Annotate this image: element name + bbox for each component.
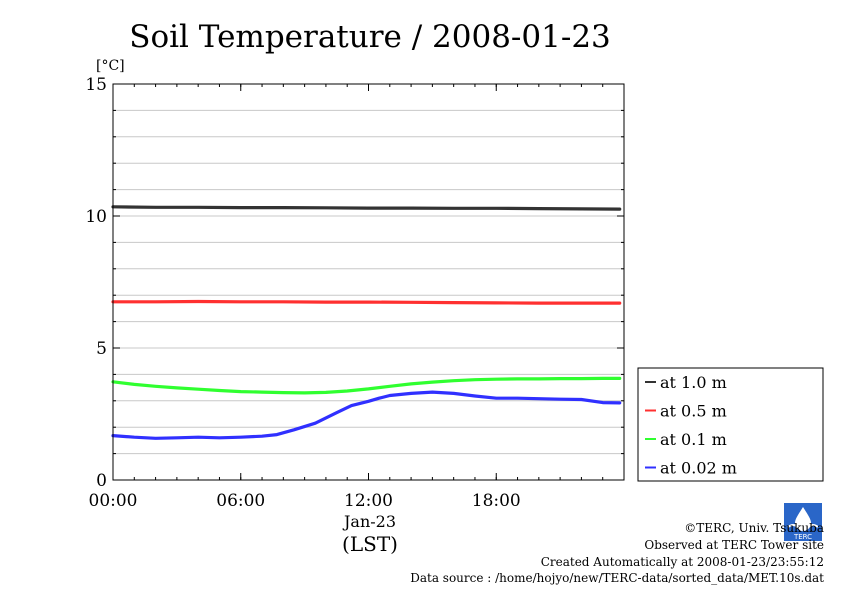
- series-line-3: [111, 376, 622, 395]
- legend-items: at 1.0 m at 0.5 m at 0.1 m at 0.02 m: [645, 373, 737, 478]
- legend-label: at 0.02 m: [660, 459, 737, 478]
- series-line-4: [111, 390, 622, 440]
- x-axis-label: (LST): [342, 532, 398, 556]
- logo-text: TERC: [793, 533, 812, 541]
- legend-box: [637, 367, 824, 482]
- axis-ticks: 0 5 10 15 00:00 06:00 12:00 18:00: [85, 75, 625, 511]
- footer-observed: Observed at TERC Tower site: [644, 538, 824, 552]
- series-line-1: [111, 205, 622, 211]
- legend-label: at 0.1 m: [660, 430, 727, 449]
- x-axis-date-label: Jan-23: [342, 512, 396, 531]
- legend-label: at 1.0 m: [660, 373, 727, 392]
- y-tick-label: 0: [96, 471, 107, 491]
- footer-created: Created Automatically at 2008-01-23/23:5…: [540, 555, 824, 569]
- x-tick-label: 06:00: [216, 491, 265, 511]
- legend: at 1.0 m at 0.5 m at 0.1 m at 0.02 m: [637, 367, 824, 482]
- series-lines: [111, 205, 622, 440]
- y-axis-label: [°C]: [96, 58, 125, 74]
- grid-lines: [113, 109, 624, 455]
- series-line-2: [111, 299, 622, 305]
- footer-copyright: ©TERC, Univ. Tsukuba: [684, 521, 824, 535]
- chart-title: Soil Temperature / 2008-01-23: [129, 19, 611, 55]
- terc-logo-icon: TERC: [784, 503, 822, 541]
- plot-frame: [112, 83, 625, 481]
- x-tick-label: 18:00: [472, 491, 521, 511]
- y-tick-label: 15: [85, 75, 107, 95]
- x-tick-label: 00:00: [89, 491, 138, 511]
- legend-label: at 0.5 m: [660, 402, 727, 421]
- y-tick-label: 10: [85, 207, 107, 227]
- x-tick-label: 12:00: [344, 491, 393, 511]
- y-tick-label: 5: [96, 339, 107, 359]
- footer-data-source: Data source : /home/hojyo/new/TERC-data/…: [410, 571, 824, 585]
